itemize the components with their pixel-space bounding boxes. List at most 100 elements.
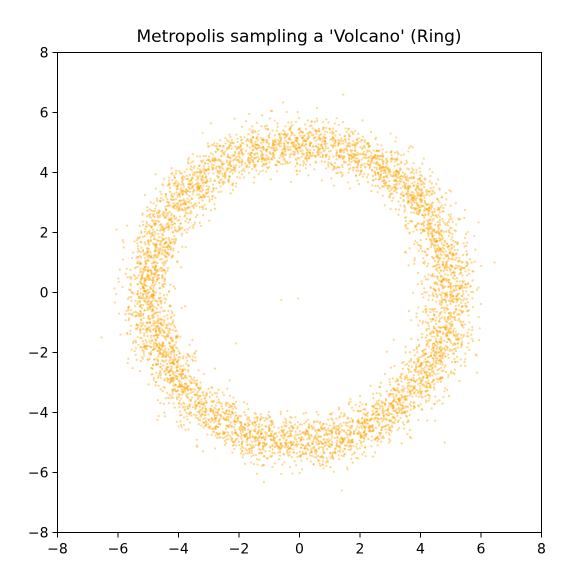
data-point: [232, 443, 236, 447]
data-point: [356, 151, 359, 154]
data-point: [201, 176, 204, 179]
data-point: [476, 371, 479, 374]
data-point: [157, 353, 160, 356]
data-point: [378, 187, 381, 190]
data-point: [152, 364, 155, 367]
data-point: [365, 432, 368, 436]
data-point: [130, 256, 134, 260]
data-point: [183, 409, 187, 412]
data-point: [433, 245, 436, 248]
data-point: [376, 417, 380, 421]
data-point: [173, 192, 176, 195]
data-point: [218, 145, 221, 148]
data-point: [333, 143, 336, 146]
data-point: [428, 190, 431, 193]
data-point: [435, 377, 438, 380]
data-point: [157, 341, 160, 345]
data-point: [260, 464, 264, 467]
data-point: [137, 274, 140, 277]
data-point: [202, 401, 206, 405]
data-point: [137, 244, 140, 248]
data-point: [409, 185, 412, 189]
data-point: [180, 403, 183, 406]
data-point: [405, 182, 408, 185]
data-point: [439, 275, 443, 278]
data-point: [443, 387, 447, 390]
data-point: [212, 164, 215, 167]
data-point: [219, 179, 222, 182]
data-point: [432, 326, 436, 329]
data-point: [346, 444, 349, 447]
data-point: [297, 142, 301, 146]
data-point: [170, 315, 173, 318]
data-point: [158, 292, 162, 295]
data-point: [436, 178, 440, 181]
data-point: [424, 380, 428, 383]
data-point: [133, 275, 137, 278]
data-point: [419, 356, 422, 359]
data-point: [140, 297, 144, 300]
data-point: [379, 175, 382, 179]
data-point: [323, 444, 326, 448]
data-point: [152, 322, 155, 325]
data-point: [356, 432, 359, 435]
data-point: [154, 333, 157, 336]
data-point: [460, 337, 463, 340]
data-point: [256, 155, 259, 158]
data-point: [271, 141, 274, 145]
data-point: [166, 197, 169, 200]
data-point: [257, 442, 261, 445]
data-point: [234, 428, 237, 431]
data-point: [421, 191, 424, 195]
data-point: [449, 287, 452, 290]
data-point: [147, 269, 150, 272]
data-point: [124, 272, 127, 275]
data-point: [342, 429, 345, 432]
data-point: [219, 144, 222, 147]
data-point: [273, 462, 276, 465]
data-point: [301, 130, 304, 134]
data-point: [412, 168, 415, 172]
data-point: [152, 334, 155, 337]
data-point: [157, 414, 160, 418]
data-point: [390, 401, 393, 405]
data-point: [143, 279, 147, 282]
data-point: [432, 325, 435, 328]
data-point: [198, 168, 202, 171]
data-point: [431, 202, 434, 205]
data-point: [456, 338, 459, 341]
data-point: [155, 246, 158, 249]
data-point: [415, 312, 418, 315]
data-point: [446, 348, 449, 351]
data-point: [150, 346, 153, 349]
data-point: [256, 135, 259, 138]
data-point: [205, 188, 208, 192]
data-point: [421, 183, 424, 186]
data-point: [266, 138, 269, 142]
data-point: [151, 317, 154, 320]
data-point: [475, 288, 479, 291]
data-point: [429, 310, 432, 314]
data-point: [430, 242, 433, 245]
data-point: [240, 421, 243, 425]
data-point: [164, 327, 168, 330]
data-point: [177, 402, 181, 405]
data-point: [305, 452, 308, 456]
data-point: [212, 144, 215, 147]
data-point: [161, 276, 164, 279]
data-point: [376, 440, 379, 443]
data-point: [445, 279, 448, 283]
data-point: [272, 140, 275, 143]
data-point: [418, 204, 421, 207]
data-point: [170, 198, 173, 201]
data-point: [180, 397, 183, 400]
data-point: [406, 386, 409, 389]
data-point: [317, 442, 320, 445]
data-point: [133, 349, 136, 353]
data-point: [283, 461, 286, 464]
data-point: [413, 387, 416, 390]
data-point: [138, 312, 141, 316]
data-point: [332, 421, 335, 424]
data-point: [391, 393, 394, 396]
data-point: [425, 203, 428, 206]
